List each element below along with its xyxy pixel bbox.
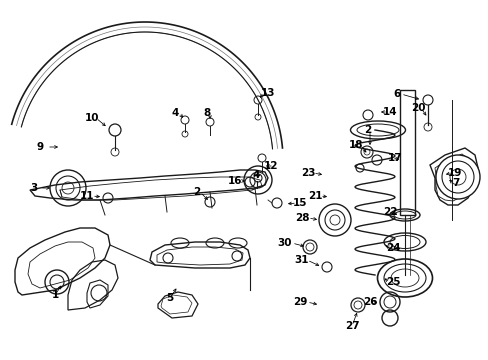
Text: 11: 11: [80, 191, 94, 201]
Text: 8: 8: [203, 108, 210, 118]
Text: 13: 13: [260, 88, 275, 98]
Text: 9: 9: [37, 142, 43, 152]
Text: 30: 30: [277, 238, 292, 248]
Text: 4: 4: [252, 170, 259, 180]
Text: 24: 24: [385, 243, 400, 253]
Circle shape: [435, 155, 479, 199]
Text: 12: 12: [263, 161, 278, 171]
Text: 19: 19: [447, 168, 461, 178]
Text: 4: 4: [171, 108, 178, 118]
Text: 22: 22: [382, 207, 396, 217]
Text: 2: 2: [364, 125, 371, 135]
Text: 15: 15: [292, 198, 306, 208]
Text: 16: 16: [227, 176, 242, 186]
Text: 29: 29: [292, 297, 306, 307]
Text: 17: 17: [387, 153, 402, 163]
Text: 7: 7: [451, 178, 459, 188]
Text: 3: 3: [30, 183, 38, 193]
Text: 2: 2: [193, 187, 200, 197]
Text: 14: 14: [382, 107, 397, 117]
Text: 20: 20: [410, 103, 425, 113]
Text: 1: 1: [51, 290, 59, 300]
Text: 5: 5: [166, 293, 173, 303]
Text: 27: 27: [344, 321, 359, 331]
Text: 23: 23: [300, 168, 315, 178]
Text: 26: 26: [362, 297, 376, 307]
Text: 31: 31: [294, 255, 308, 265]
Text: 10: 10: [84, 113, 99, 123]
Text: 18: 18: [348, 140, 363, 150]
Text: 6: 6: [392, 89, 400, 99]
Text: 28: 28: [294, 213, 308, 223]
Text: 25: 25: [385, 277, 400, 287]
Text: 21: 21: [307, 191, 322, 201]
